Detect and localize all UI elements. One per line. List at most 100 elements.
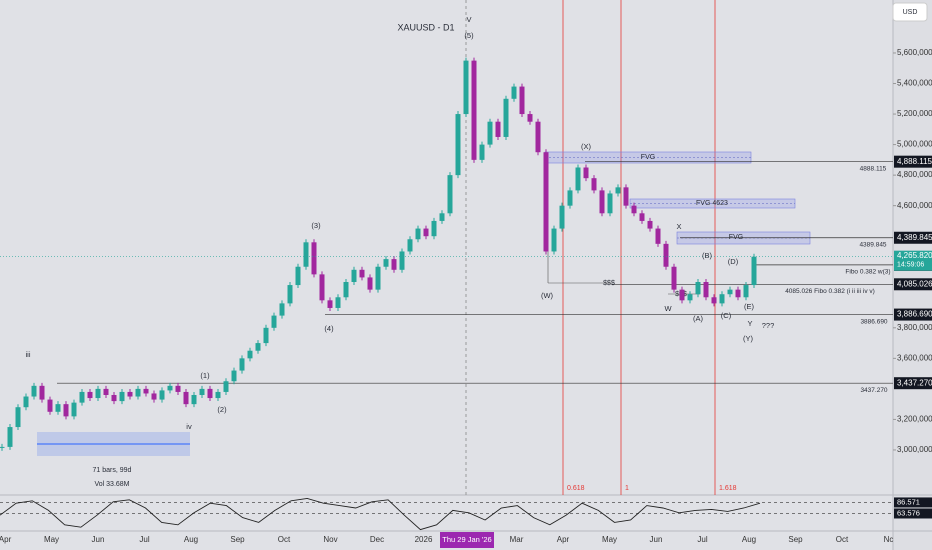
measure-volume: Vol 33.68M <box>94 481 129 488</box>
wave-label: (X) <box>581 142 592 151</box>
candle <box>151 393 157 400</box>
x-tick-label: Jun <box>92 535 105 544</box>
level-tag <box>894 231 932 244</box>
wave-label: W <box>664 304 672 313</box>
candle <box>223 381 229 392</box>
candle <box>711 297 717 304</box>
candle <box>135 388 141 397</box>
x-tick-label: Jun <box>650 535 663 544</box>
candle <box>591 178 597 191</box>
candle <box>279 303 285 316</box>
candle <box>0 446 5 448</box>
candle <box>727 289 733 295</box>
y-tick-label: 3,800,000 <box>897 323 932 332</box>
candle <box>423 228 429 237</box>
candle <box>623 187 629 206</box>
candle <box>543 152 549 252</box>
level-tag <box>894 308 932 321</box>
x-tick-label: Aug <box>184 535 198 544</box>
candle <box>679 289 685 301</box>
candle <box>15 407 21 428</box>
wave-label: Y <box>747 319 752 328</box>
fib-time-label: 0.618 <box>567 485 585 492</box>
wave-label: iii <box>26 350 31 359</box>
y-tick-label: 3,000,000 <box>897 445 932 454</box>
candle <box>207 388 213 399</box>
last-price-label: 4,265.820 <box>897 251 932 260</box>
fvg-label: FVG 4623 <box>696 200 728 207</box>
candle <box>375 266 381 290</box>
candle <box>407 239 413 252</box>
y-tick-label: 4,600,000 <box>897 201 932 210</box>
candle <box>671 266 677 290</box>
fib-time-label: 1 <box>625 485 629 492</box>
candle <box>263 327 269 344</box>
x-tick-label: Jul <box>697 535 707 544</box>
y-tick-label: 5,600,000 <box>897 48 932 57</box>
level-note: 3886.690 <box>860 318 887 325</box>
candle <box>111 394 117 402</box>
last-price-tag <box>894 250 932 271</box>
candle <box>47 399 53 412</box>
x-tick-label: Oct <box>836 535 849 544</box>
candle <box>159 390 165 400</box>
wave-label: V <box>466 15 471 24</box>
candle <box>647 220 653 229</box>
level-price: 4,888.115 <box>897 157 932 166</box>
candle <box>511 86 517 99</box>
fib-time-label: 1.618 <box>719 485 737 492</box>
candle <box>255 343 261 351</box>
level-note: 4888.115 <box>860 165 887 172</box>
x-tick-label: 2026 <box>415 535 433 544</box>
x-tick-label: Sep <box>230 535 245 544</box>
candle <box>655 228 661 244</box>
wave-label: (A) <box>693 314 704 323</box>
candle <box>191 394 197 405</box>
level-note: Fibo 0.382 w(3) <box>845 269 890 276</box>
candle <box>535 121 541 153</box>
candle <box>463 60 469 115</box>
candle <box>71 402 77 417</box>
candle <box>87 391 93 399</box>
wave-label: (C) <box>721 311 732 320</box>
candle <box>583 167 589 179</box>
candle <box>567 190 573 206</box>
x-tick-label: Oct <box>278 535 291 544</box>
candle <box>175 385 181 392</box>
candle <box>31 385 37 397</box>
candle <box>399 251 405 270</box>
candle <box>487 121 493 145</box>
x-tick-label: Apr <box>557 535 570 544</box>
liquidity-label: $$$ <box>603 280 615 287</box>
wave-label: (D) <box>728 257 739 266</box>
x-tick-label: Aug <box>742 535 756 544</box>
x-tick-label: May <box>44 535 59 544</box>
x-tick-label: Sep <box>788 535 803 544</box>
wave-label: (1) <box>200 371 210 380</box>
candle <box>631 205 637 214</box>
candle <box>471 60 477 160</box>
wave-label: (W) <box>541 291 554 300</box>
candle <box>231 370 237 382</box>
candle <box>639 213 645 221</box>
currency-button[interactable] <box>892 2 928 22</box>
candle <box>327 300 333 308</box>
crosshair-date: Thu 29 Jan '26 <box>442 535 491 544</box>
osc-label: 63.576 <box>897 508 920 517</box>
osc-label: 86.571 <box>897 497 920 506</box>
candle <box>719 294 725 304</box>
wave-label: (Y) <box>743 334 754 343</box>
level-price: 4,085.026 <box>897 279 932 288</box>
x-tick-label: May <box>602 535 617 544</box>
wave-label: (4) <box>324 324 334 333</box>
candle <box>519 86 525 115</box>
candle <box>367 277 373 290</box>
candle <box>359 269 365 278</box>
candle <box>79 391 85 403</box>
x-tick-label: Nc <box>884 535 894 544</box>
fvg-label: FVG <box>729 234 743 241</box>
candle <box>703 282 709 298</box>
candle <box>311 242 317 275</box>
currency-label: USD <box>903 9 918 16</box>
